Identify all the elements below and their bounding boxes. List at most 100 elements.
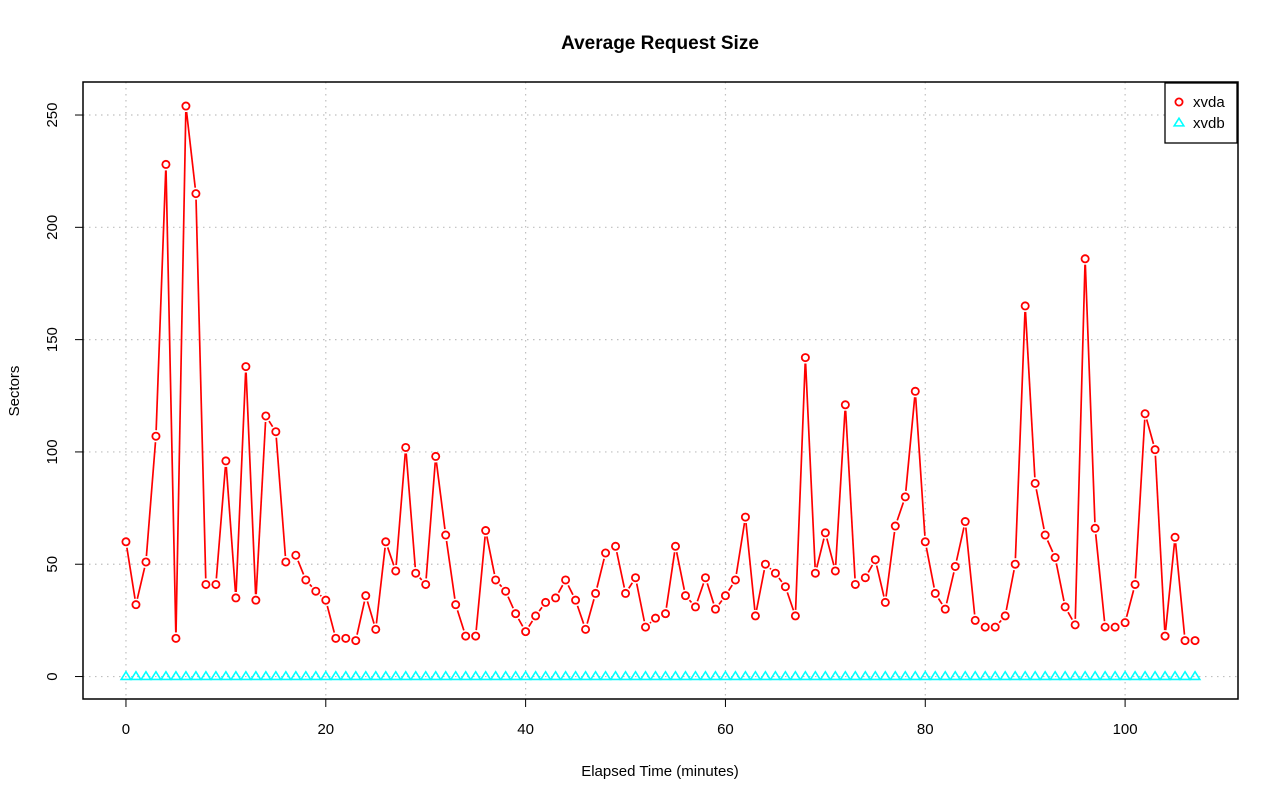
xvdb-point (229, 670, 243, 681)
xvda-point (710, 604, 720, 614)
xvdb-point (1108, 670, 1122, 681)
xvda-segment (649, 621, 652, 624)
xvdb-point (1128, 670, 1142, 681)
xvda-segment (245, 372, 257, 595)
xvda-segment (1046, 540, 1054, 553)
xvda-segment (1084, 264, 1096, 523)
xvda-segment (419, 577, 423, 581)
xvda-segment (955, 527, 965, 561)
xvdb-point (539, 670, 552, 681)
xvdb-point (309, 670, 323, 681)
xvdb-point (449, 670, 462, 681)
x-axis-label: Elapsed Time (minutes) (581, 763, 739, 780)
xvda-point (730, 575, 740, 585)
xvdb-point (199, 670, 213, 681)
xvda-segment (319, 594, 322, 597)
xvdb-point (429, 670, 442, 681)
xvda-point (351, 636, 361, 646)
y-axis: 0 50 100 150 200 250 (44, 103, 84, 681)
xvda-point (1040, 530, 1050, 540)
xvdb-point (439, 670, 452, 681)
xvdb-point (529, 670, 542, 681)
xvda-segment (735, 522, 746, 575)
xvda-segment (425, 462, 437, 579)
xvda-segment (745, 522, 756, 611)
xvda-point (621, 588, 631, 598)
xvdb-point (549, 670, 562, 681)
xvda-segment (675, 551, 686, 590)
legend-marker-xvdb (1172, 116, 1186, 127)
xvda-point (800, 353, 810, 363)
xvda-point (511, 609, 521, 619)
xvda-segment (435, 462, 446, 530)
xvda-point (1090, 523, 1100, 533)
xvda-point (890, 521, 900, 531)
xvdb-point (149, 670, 163, 681)
xvdb-point (889, 670, 902, 681)
xvda-point (531, 611, 541, 621)
xvda-point (1010, 559, 1020, 569)
xvdb-point (1078, 670, 1092, 681)
xvda-segment (755, 569, 766, 611)
xvdb-point (829, 670, 842, 681)
xvda-point (431, 451, 441, 461)
xvda-point (1150, 445, 1160, 455)
xvda-point (1080, 254, 1090, 264)
xvda-point (291, 550, 301, 560)
xvda-point (301, 575, 311, 585)
xvda-segment (945, 572, 955, 604)
xvdb-point (349, 670, 363, 681)
xvdb-point (289, 670, 303, 681)
xvdb-point (729, 670, 742, 681)
xvdb-point (179, 670, 193, 681)
xvdb-point (619, 670, 632, 681)
xvda-point (421, 579, 431, 589)
xvda-segment (867, 564, 874, 573)
xvdb-point (159, 670, 173, 681)
xvda-segment (297, 560, 305, 575)
xvdb-point (119, 670, 133, 681)
xvda-segment (445, 540, 456, 599)
xvda-segment (885, 531, 896, 597)
xvdb-point (958, 670, 972, 681)
xvdb-point (219, 670, 233, 681)
xvdb-point (769, 670, 782, 681)
xvdb-point (759, 670, 772, 681)
xvda-point (660, 609, 670, 619)
xvda-point (670, 541, 680, 551)
xvdb-point (479, 670, 492, 681)
xvda-point (331, 633, 341, 643)
xvda-point (810, 568, 820, 578)
xvdb-point (459, 670, 472, 681)
xvda-segment (567, 584, 574, 596)
xvda-point (231, 593, 241, 603)
xvdb-point (1138, 670, 1152, 681)
xvdb-point (909, 670, 922, 681)
xvdb-point (419, 670, 432, 681)
xvda-segment (395, 453, 407, 566)
xvda-point (451, 600, 461, 610)
xvda-point (251, 595, 261, 605)
xvda-point (361, 591, 371, 601)
xvdb-point (1018, 670, 1032, 681)
xvda-segment (386, 547, 395, 566)
xvdb-point (469, 670, 482, 681)
xvdb-point (1058, 670, 1072, 681)
xvda-segment (1014, 311, 1026, 559)
xvdb-point (659, 670, 672, 681)
xvdb-point (559, 670, 572, 681)
xvda-point (870, 555, 880, 565)
xvdb-point (839, 670, 852, 681)
xvdb-point (1188, 670, 1202, 681)
xvda-point (601, 548, 611, 558)
xvda-point (241, 362, 251, 372)
xvdb-point (1118, 670, 1132, 681)
xvda-point (151, 431, 161, 441)
xvda-segment (964, 527, 976, 615)
xvdb-point (879, 670, 892, 681)
xvdb-point (339, 670, 353, 681)
xvdb-point (779, 670, 792, 681)
xvda-segment (925, 547, 935, 588)
xvdb-point (609, 670, 622, 681)
xvdb-point (1008, 670, 1022, 681)
